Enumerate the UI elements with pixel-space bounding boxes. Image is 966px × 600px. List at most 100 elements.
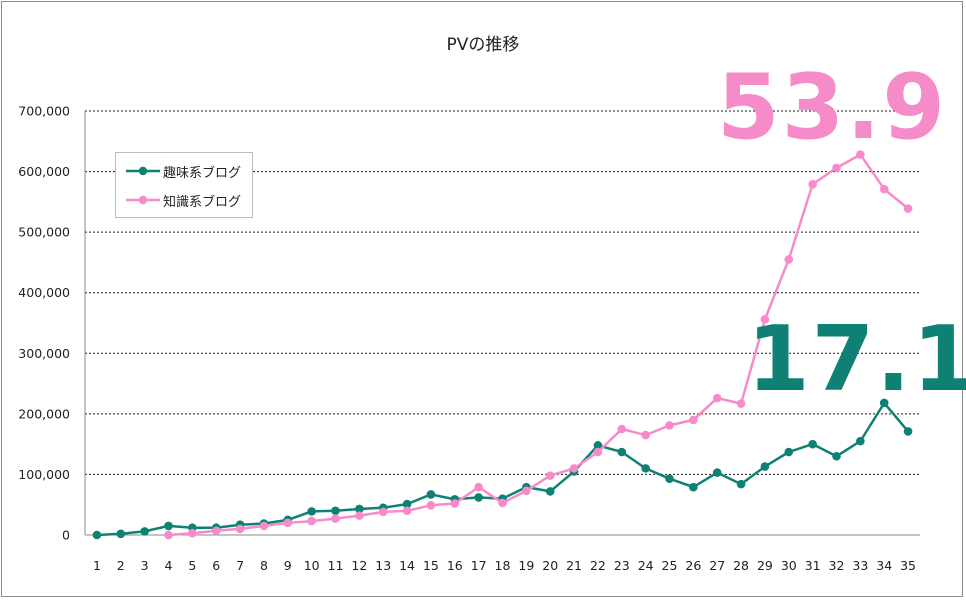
y-tick-label: 300,000	[18, 346, 70, 361]
data-point-1	[736, 399, 746, 408]
x-tick-label: 5	[188, 558, 196, 573]
series-line-0	[96, 401, 910, 537]
annotation-1: 17.1	[747, 307, 966, 412]
legend: 趣味系ブログ 知識系ブログ	[115, 152, 253, 218]
data-point-0	[402, 499, 412, 509]
data-point-1	[355, 511, 364, 520]
data-point-1	[498, 498, 507, 508]
data-point-1	[259, 521, 269, 531]
data-point-1	[903, 204, 913, 213]
y-tick-label: 500,000	[18, 225, 70, 240]
data-point-0	[689, 482, 698, 492]
data-point-0	[879, 398, 889, 408]
legend-label-hobby: 趣味系ブログ	[163, 166, 242, 181]
annotation-0: 53.9	[717, 55, 947, 160]
x-tick-label: 27	[709, 558, 725, 573]
data-point-0	[545, 487, 555, 496]
data-point-0	[832, 451, 841, 461]
x-tick-label: 14	[399, 558, 415, 573]
legend-swatch-knowledge	[126, 195, 160, 205]
x-tick-label: 32	[829, 558, 845, 573]
data-point-0	[474, 493, 483, 502]
data-point-0	[116, 529, 126, 539]
x-tick-label: 35	[900, 558, 916, 573]
x-tick-label: 31	[805, 558, 821, 573]
data-point-0	[665, 474, 674, 483]
x-tick-label: 7	[236, 558, 244, 573]
data-point-1	[331, 514, 340, 523]
data-point-1	[164, 530, 173, 540]
x-tick-label: 21	[566, 558, 582, 573]
data-point-1	[545, 471, 555, 480]
data-point-1	[689, 415, 698, 425]
data-point-1	[665, 421, 674, 430]
x-tick-label: 4	[165, 558, 173, 573]
data-point-0	[331, 506, 340, 516]
data-point-0	[164, 521, 173, 531]
x-tick-label: 8	[260, 558, 268, 573]
legend-label-knowledge: 知識系ブログ	[163, 195, 242, 210]
data-point-0	[355, 504, 364, 514]
x-tick-label: 16	[447, 558, 463, 573]
data-point-0	[784, 447, 794, 457]
data-point-1	[879, 184, 889, 194]
x-tick-label: 1	[93, 558, 101, 573]
data-point-1	[832, 163, 841, 173]
data-point-1	[522, 486, 531, 496]
data-point-0	[593, 441, 603, 450]
data-point-1	[474, 482, 483, 492]
x-tick-label: 22	[590, 558, 606, 573]
x-tick-label: 26	[685, 558, 701, 573]
x-tick-label: 28	[733, 558, 749, 573]
data-point-1	[641, 430, 650, 440]
x-tick-label: 34	[876, 558, 892, 573]
data-point-1	[569, 464, 579, 473]
data-point-1	[378, 507, 388, 517]
data-point-0	[736, 479, 746, 489]
y-tick-label: 200,000	[18, 406, 70, 421]
x-tick-label: 13	[375, 558, 391, 573]
x-tick-label: 12	[351, 558, 367, 573]
data-point-1	[712, 393, 722, 403]
x-tick-label: 24	[638, 558, 654, 573]
y-tick-label: 400,000	[18, 285, 70, 300]
data-point-1	[808, 179, 817, 189]
data-point-0	[760, 462, 770, 471]
data-point-0	[641, 464, 650, 473]
x-tick-label: 23	[614, 558, 630, 573]
legend-item-knowledge: 知識系ブログ	[124, 190, 250, 210]
legend-swatch-hobby	[126, 166, 160, 176]
x-tick-label: 9	[284, 558, 292, 573]
x-tick-label: 19	[518, 558, 534, 573]
y-tick-label: 0	[62, 528, 70, 543]
x-tick-label: 20	[542, 558, 558, 573]
x-tick-label: 3	[141, 558, 149, 573]
data-point-0	[140, 527, 149, 536]
x-tick-label: 2	[117, 558, 125, 573]
y-tick-label: 100,000	[18, 467, 70, 482]
legend-item-hobby: 趣味系ブログ	[124, 161, 250, 181]
data-point-1	[593, 447, 603, 457]
x-tick-label: 33	[852, 558, 868, 573]
x-tick-label: 15	[423, 558, 439, 573]
data-point-0	[92, 530, 102, 540]
chart-title: PVの推移	[446, 35, 520, 55]
data-point-0	[808, 439, 817, 449]
data-point-0	[712, 468, 722, 477]
data-point-0	[617, 447, 627, 457]
data-point-1	[784, 255, 794, 264]
data-point-1	[450, 499, 460, 508]
x-tick-label: 30	[781, 558, 797, 573]
data-point-1	[402, 506, 412, 516]
x-tick-label: 11	[328, 558, 344, 573]
x-tick-label: 10	[304, 558, 320, 573]
y-tick-label: 700,000	[18, 104, 70, 119]
data-point-0	[903, 427, 913, 436]
y-tick-label: 600,000	[18, 164, 70, 179]
data-point-1	[235, 524, 245, 534]
data-point-1	[760, 315, 770, 324]
x-tick-label: 18	[495, 558, 511, 573]
x-tick-label: 25	[662, 558, 678, 573]
